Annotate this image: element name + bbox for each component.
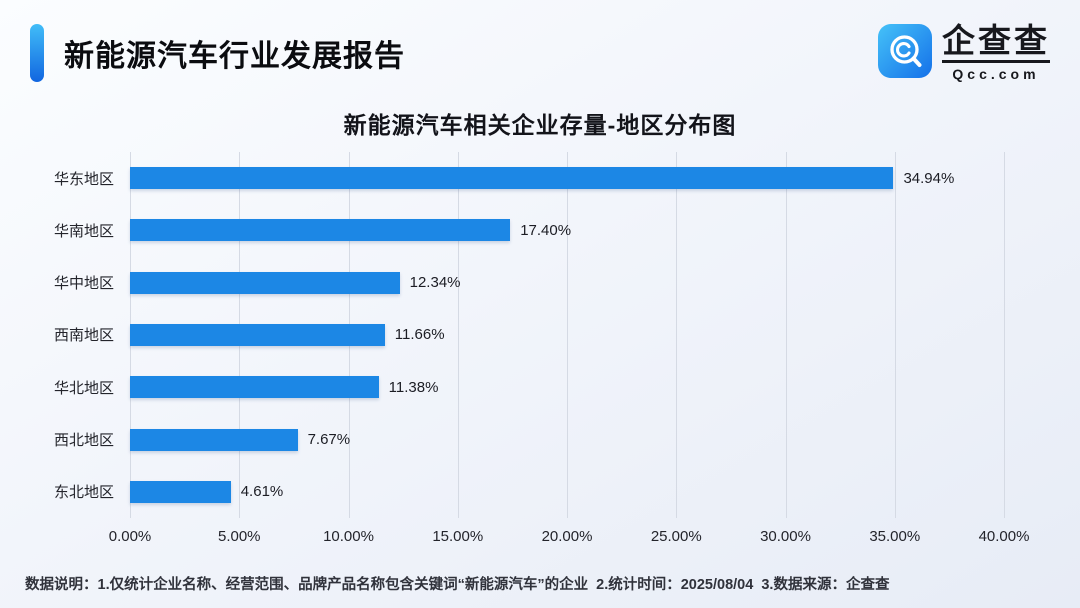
gridline xyxy=(457,152,459,518)
report-title: 新能源汽车行业发展报告 xyxy=(64,40,405,73)
bar xyxy=(130,376,379,399)
category-label: 华南地区 xyxy=(53,222,114,240)
bar xyxy=(130,167,894,190)
chart-row: 西南地区 11.66% xyxy=(54,309,1004,361)
x-tick-label: 15.00% xyxy=(432,528,484,545)
x-axis: 0.00% 5.00% 10.00% 15.00% 20.00% 25.00% 30.00%… xyxy=(109,518,1030,546)
chart-row: 西北地区 7.67% xyxy=(54,413,1004,465)
value-label: 11.38% xyxy=(388,378,439,396)
chart-row: 东北地区 4.61% xyxy=(54,466,1004,518)
data-note: 数据说明：1.仅统计企业名称、经营范围、品牌产品名称包含关键词“新能源汽车”的企… xyxy=(25,577,890,593)
bar xyxy=(130,480,231,503)
category-label: 西南地区 xyxy=(53,327,114,345)
qcc-logo-domain: Qcc.com xyxy=(952,65,1040,82)
x-tick-label: 20.00% xyxy=(541,528,593,545)
chart-title: 新能源汽车相关企业存量-地区分布图 xyxy=(343,112,737,138)
value-label: 4.61% xyxy=(240,483,284,501)
x-tick-label: 10.00% xyxy=(323,528,374,545)
bar xyxy=(130,428,298,451)
bar xyxy=(130,323,385,346)
qcc-logo-name: 企查查 xyxy=(942,24,1050,63)
x-tick-label: 5.00% xyxy=(217,528,261,545)
gridline xyxy=(676,152,678,518)
value-label: 34.94% xyxy=(903,169,955,187)
gridline xyxy=(894,152,896,518)
value-label: 11.66% xyxy=(394,326,445,344)
category-label: 华中地区 xyxy=(53,275,114,293)
x-tick-label: 25.00% xyxy=(650,528,702,545)
category-label: 西北地区 xyxy=(53,432,114,450)
chart-row: 华北地区 11.38% xyxy=(54,361,1004,413)
title-accent-bar xyxy=(30,24,44,82)
value-label: 12.34% xyxy=(409,274,461,292)
chart-row: 华南地区 17.40% xyxy=(54,204,1004,256)
x-tick-label: 40.00% xyxy=(978,528,1030,545)
bar xyxy=(130,271,400,294)
gridline xyxy=(567,152,568,518)
category-label: 东北地区 xyxy=(53,484,114,502)
category-label: 华东地区 xyxy=(53,170,114,188)
x-tick-label: 0.00% xyxy=(108,528,152,545)
gridline xyxy=(785,152,787,518)
chart-row: 华中地区 12.34% xyxy=(54,257,1004,309)
x-tick-label: 30.00% xyxy=(760,528,811,545)
qcc-logo: 企查查 Qcc.com xyxy=(878,23,1050,83)
report-header: 新能源汽车行业发展报告 企查查 Qcc.com xyxy=(30,22,1050,84)
chart-rows: 华东地区 34.94% 华南地区 17.40% 华中地区 12.34% 西南地区 11.66%… xyxy=(54,152,1004,518)
bar xyxy=(130,219,511,242)
bar-chart-plot-area: 华东地区 34.94% 华南地区 17.40% 华中地区 12.34% 西南地区 11.66%… xyxy=(54,152,1005,518)
value-label: 17.40% xyxy=(520,221,572,239)
value-label: 7.67% xyxy=(307,431,351,449)
category-label: 华北地区 xyxy=(53,379,114,397)
qcc-logo-text: 企查查 Qcc.com xyxy=(942,24,1050,82)
x-tick-label: 35.00% xyxy=(869,528,921,545)
gridline xyxy=(1004,152,1005,518)
chart-row: 华东地区 34.94% xyxy=(54,152,1004,204)
qcc-logo-icon xyxy=(878,23,932,83)
